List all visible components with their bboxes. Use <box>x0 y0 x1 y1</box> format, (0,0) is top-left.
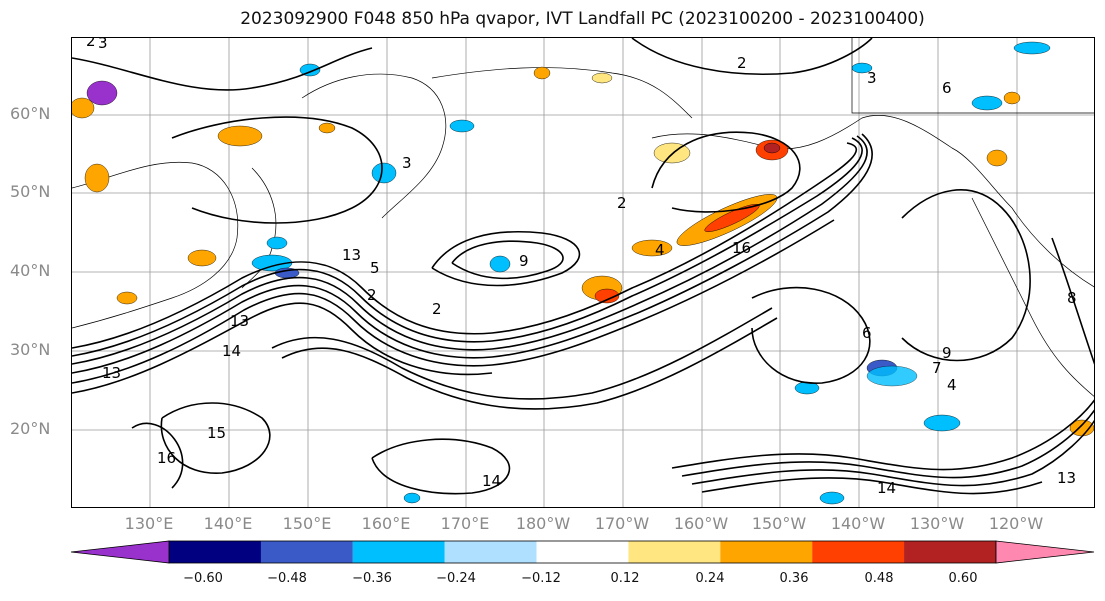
lat-label: 60°N <box>10 104 51 123</box>
lat-label: 20°N <box>10 419 51 438</box>
colorbar-tick-label: −0.60 <box>183 571 223 586</box>
contour-label: 4 <box>947 376 957 394</box>
colorbar-tick-label: 0.60 <box>948 571 978 586</box>
contour-label: 16 <box>157 449 176 467</box>
colorbar-tick-label: 0.12 <box>610 571 640 586</box>
contour-label: 3 <box>402 154 412 172</box>
contour-label: 15 <box>207 424 226 442</box>
lon-label: 160°W <box>673 514 729 533</box>
lat-label: 40°N <box>10 261 51 280</box>
lon-label: 140°E <box>203 514 253 533</box>
colorbar-segment <box>444 541 537 563</box>
lon-label: 130°W <box>909 514 965 533</box>
colorbar-extend-max <box>995 540 1095 564</box>
contour-label: 14 <box>222 342 241 360</box>
colorbar-segment <box>260 541 353 563</box>
contour-label: 9 <box>942 344 952 362</box>
contour-label: 2 <box>432 300 442 318</box>
colorbar-segment <box>720 541 813 563</box>
contour-label: 2 <box>367 286 377 304</box>
colorbar-segment <box>812 541 905 563</box>
contour-label: 2 <box>86 38 96 50</box>
contour-label: 14 <box>482 472 501 490</box>
contour-label: 5 <box>370 259 380 277</box>
colorbar-segment <box>628 541 721 563</box>
colorbar-extend-min <box>70 540 170 564</box>
lon-label: 120°W <box>988 514 1044 533</box>
lon-label: 140°W <box>830 514 886 533</box>
contour-label: 2 <box>737 54 747 72</box>
colorbar-tick-label: −0.24 <box>436 571 476 586</box>
contour-label: 13 <box>1057 469 1076 487</box>
colorbar-segment <box>352 541 445 563</box>
ivt-contours <box>72 38 1094 495</box>
contour-label: 4 <box>655 241 665 259</box>
contour-labels: 2 3 2 6 3 2 4 16 2 9 5 13 2 13 14 8 9 6 … <box>86 38 1077 497</box>
colorbar-segment <box>536 541 629 563</box>
lat-label: 50°N <box>10 182 51 201</box>
lon-label: 130°E <box>124 514 174 533</box>
contour-label: 14 <box>877 479 896 497</box>
colorbar-segments <box>70 540 1095 564</box>
contour-label: 9 <box>519 252 529 270</box>
contour-label: 8 <box>1067 289 1077 307</box>
lon-label: 170°W <box>594 514 650 533</box>
lon-label: 150°E <box>282 514 332 533</box>
contour-label: 3 <box>98 38 108 52</box>
contour-label: 7 <box>932 359 942 377</box>
colorbar-segment <box>904 541 996 563</box>
lon-label: 160°E <box>361 514 411 533</box>
contour-label: 3 <box>867 69 877 87</box>
lat-label: 30°N <box>10 340 51 359</box>
contour-label: 13 <box>230 312 249 330</box>
lon-label: 180°W <box>515 514 571 533</box>
colorbar-tick-label: 0.48 <box>864 571 894 586</box>
map-canvas: 2 3 2 6 3 2 4 16 2 9 5 13 2 13 14 8 9 6 … <box>72 38 1094 507</box>
colorbar-tick-label: −0.48 <box>267 571 307 586</box>
contour-label: 16 <box>732 239 751 257</box>
contour-label: 2 <box>617 194 627 212</box>
colorbar-tick-label: −0.36 <box>352 571 392 586</box>
contour-label: 13 <box>342 246 361 264</box>
lon-label: 170°E <box>440 514 490 533</box>
colorbar-tick-label: 0.24 <box>695 571 725 586</box>
coastlines <box>72 38 1094 397</box>
contour-label: 6 <box>862 324 872 342</box>
map-title: 2023092900 F048 850 hPa qvapor, IVT Land… <box>240 9 925 29</box>
map-panel: 2 3 2 6 3 2 4 16 2 9 5 13 2 13 14 8 9 6 … <box>71 37 1095 508</box>
colorbar-segment <box>169 541 261 563</box>
colorbar-tick-label: 0.36 <box>779 571 809 586</box>
colorbar <box>70 540 1095 564</box>
contour-label: 13 <box>102 364 121 382</box>
contour-label: 6 <box>942 79 952 97</box>
lon-label: 150°W <box>751 514 807 533</box>
colorbar-tick-label: −0.12 <box>521 571 561 586</box>
colorbar-border <box>168 540 997 564</box>
